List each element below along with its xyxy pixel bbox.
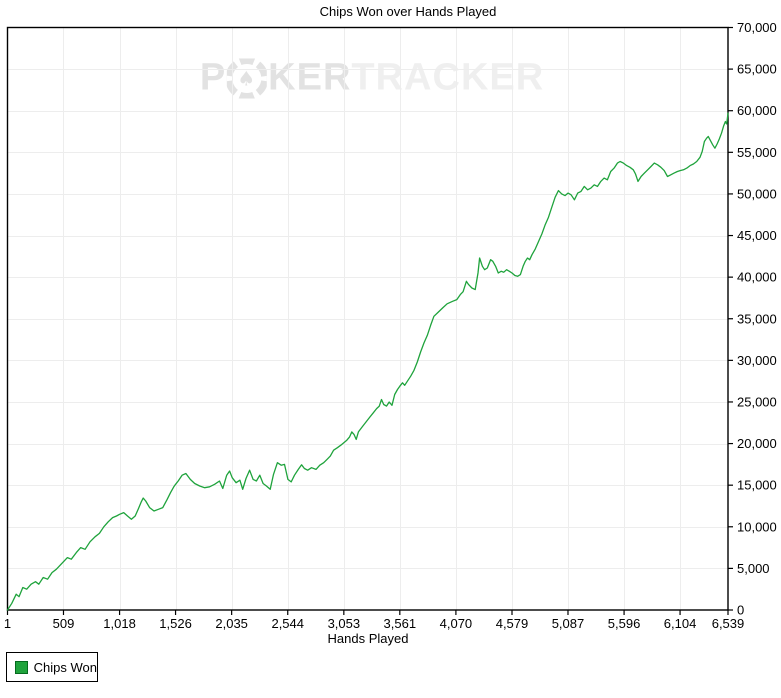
x-tick-label: 1: [4, 616, 11, 631]
watermark-text-p: P: [199, 56, 227, 99]
x-tick-label: 1,526: [159, 616, 192, 631]
legend-swatch-chips-won: [15, 660, 28, 674]
x-tick-label: 4,579: [496, 616, 529, 631]
y-tick-label: 60,000: [737, 103, 777, 118]
y-tick-label: 25,000: [737, 394, 777, 409]
x-tick-label: 1,018: [103, 616, 136, 631]
x-axis-title: Hands Played: [327, 631, 409, 646]
y-tick-label: 45,000: [737, 228, 777, 243]
x-tick-label: 3,053: [328, 616, 361, 631]
y-tick-label: 40,000: [737, 270, 777, 285]
gridlines: [7, 27, 728, 610]
x-tick-label: 5,087: [552, 616, 585, 631]
x-tick-label: 509: [53, 616, 75, 631]
axis-ticks: [6, 26, 733, 615]
x-tick-label: 2,544: [271, 616, 304, 631]
plot-frame: [6, 26, 729, 611]
watermark-text-ker: KER: [268, 56, 352, 99]
legend-label: Chips Won: [33, 659, 97, 675]
y-tick-label: 30,000: [737, 353, 777, 368]
y-tick-label: 20,000: [737, 436, 777, 451]
spade-icon: ♠: [238, 66, 257, 90]
chips-won-line: [6, 112, 729, 611]
x-tick-label: 3,561: [384, 616, 417, 631]
x-tick-label: 6,104: [664, 616, 697, 631]
y-tick-label: 35,000: [737, 311, 777, 326]
y-tick-label: 0: [737, 603, 744, 618]
x-tick-label: 4,070: [440, 616, 473, 631]
y-tick-label: 70,000: [737, 20, 777, 35]
chart-title: Chips Won over Hands Played: [319, 4, 497, 19]
y-tick-label: 5,000: [737, 561, 770, 576]
x-tick-label: 2,035: [215, 616, 248, 631]
x-tick-label: 5,596: [608, 616, 641, 631]
axis-tick-labels: 0 5,000 10,000 15,000 20,000 25,000 30,000 35,0…: [4, 20, 777, 631]
y-tick-label: 55,000: [737, 145, 777, 160]
pokertracker-watermark: P ♠ KER TRACKER: [200, 57, 544, 100]
y-tick-label: 10,000: [737, 519, 777, 534]
poker-chip-icon: ♠: [227, 58, 268, 98]
y-tick-label: 15,000: [737, 478, 777, 493]
watermark-text-tracker: TRACKER: [351, 56, 545, 99]
y-tick-label: 50,000: [737, 186, 777, 201]
x-tick-label: 6,539: [712, 616, 745, 631]
legend: Chips Won: [6, 652, 98, 682]
y-tick-label: 65,000: [737, 62, 777, 77]
